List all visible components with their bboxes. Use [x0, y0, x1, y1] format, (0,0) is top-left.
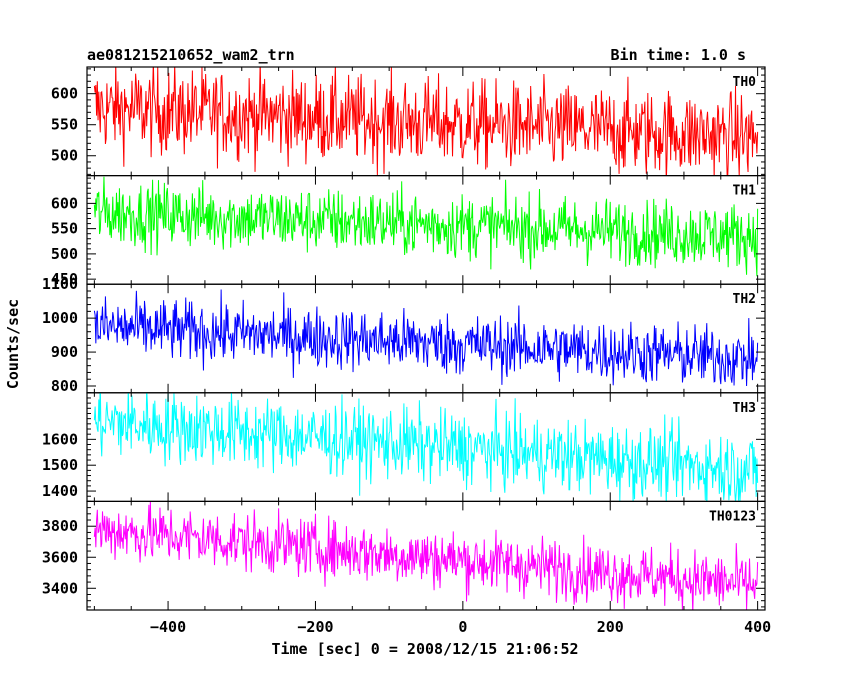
y-tick-label-th0: 600: [51, 85, 78, 103]
y-tick-label-th0123: 3800: [42, 517, 78, 535]
series-label-th3: TH3: [733, 401, 756, 416]
y-tick-label-th2: 800: [51, 377, 78, 395]
series-line-th1: [93, 176, 759, 277]
y-tick-label-th0: 550: [51, 116, 78, 134]
panel-th3: 1400 1500 1600 TH3: [42, 392, 766, 502]
series-label-th1: TH1: [733, 184, 757, 199]
y-tick-label-th1: 550: [51, 220, 78, 238]
y-tick-label-th1: 450: [51, 270, 78, 288]
series-line-th0: [93, 67, 759, 176]
chart-title: ae081215210652_wam2_trn: [87, 46, 295, 64]
y-tick-label-th3: 1500: [42, 456, 78, 474]
y-tick-label-th2: 1000: [42, 309, 78, 327]
x-tick-label: 200: [597, 618, 624, 636]
series-line-th3: [93, 392, 759, 502]
y-axis-label: Counts/sec: [4, 299, 22, 389]
x-tick-label: 400: [744, 618, 771, 636]
panel-th0: 500 550 600 TH0: [51, 66, 766, 177]
y-tick-label-th0123: 3600: [42, 548, 78, 566]
series-label-th2: TH2: [733, 292, 756, 307]
series-label-th0123: TH0123: [709, 509, 756, 524]
y-tick-label-th1: 600: [51, 194, 78, 212]
y-tick-label-th3: 1400: [42, 482, 78, 500]
y-tick-label-th2: 1100: [42, 275, 78, 293]
y-tick-label-th0: 500: [51, 147, 78, 165]
panels-group: 500 550 600 TH0 450 500 550 600 TH1 800 900 1000 110…: [42, 66, 771, 636]
x-tick-label: −400: [150, 618, 186, 636]
y-tick-label-th0123: 3400: [42, 579, 78, 597]
x-tick-label: 0: [458, 618, 467, 636]
y-tick-label-th1: 500: [51, 245, 78, 263]
x-axis-label: Time [sec] 0 = 2008/12/15 21:06:52: [271, 640, 578, 658]
series-line-th2: [93, 289, 759, 387]
series-label-th0: TH0: [733, 75, 757, 90]
bin-time-label: Bin time: 1.0 s: [611, 46, 746, 64]
panel-th2: 800 900 1000 1100 TH2: [42, 275, 766, 395]
x-tick-label: −200: [297, 618, 333, 636]
series-line-th0123: [93, 501, 759, 610]
y-tick-label-th3: 1600: [42, 430, 78, 448]
panel-th0123: 3400 3600 3800 TH0123: [42, 500, 766, 611]
y-tick-label-th2: 900: [51, 343, 78, 361]
panel-th1: 450 500 550 600 TH1: [51, 175, 766, 288]
